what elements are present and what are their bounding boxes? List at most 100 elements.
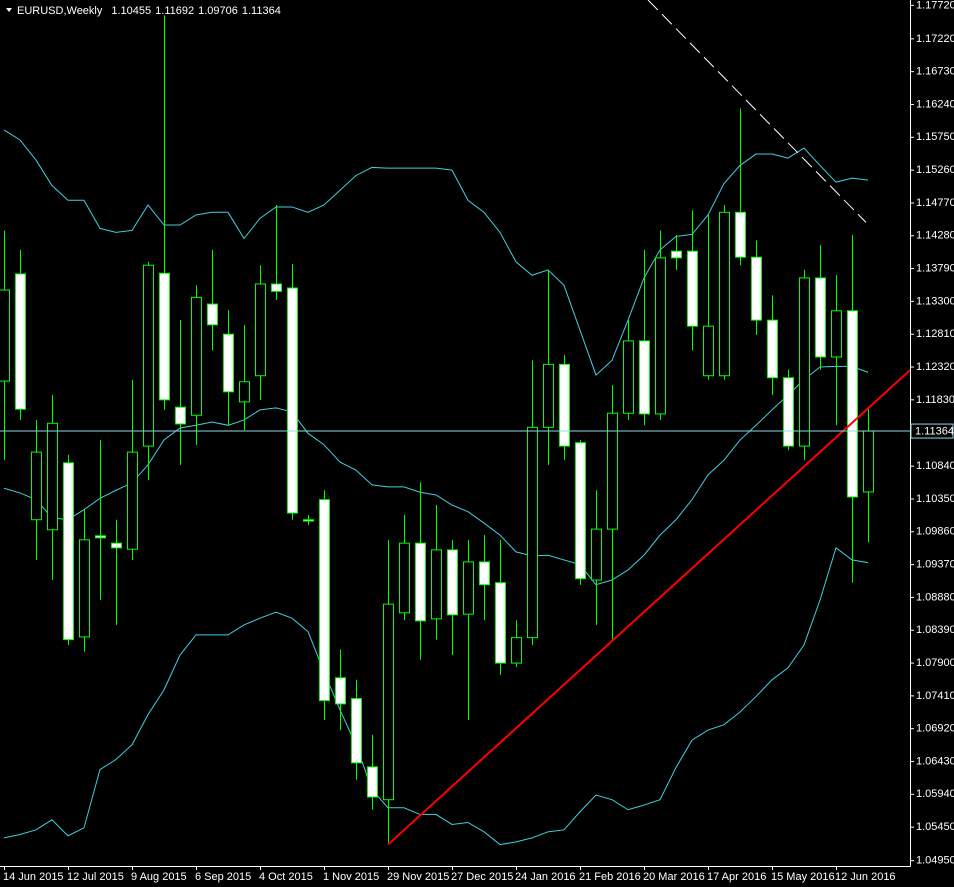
y-tick-label: 1.08390 xyxy=(916,624,954,636)
candle-body xyxy=(527,426,538,639)
candle-body xyxy=(735,211,746,258)
candle-body xyxy=(319,499,330,702)
candle-body xyxy=(159,272,170,401)
candle-body xyxy=(207,303,218,326)
x-tick-label: 12 Jul 2015 xyxy=(67,871,124,883)
price-label-box xyxy=(910,423,954,439)
band-line xyxy=(3,547,869,846)
candle-body xyxy=(607,412,618,530)
candle-body xyxy=(511,637,522,664)
candle-body xyxy=(703,325,714,377)
candle-body xyxy=(799,277,810,447)
y-tick-label: 1.07900 xyxy=(916,657,954,669)
x-tick-label: 29 Nov 2015 xyxy=(387,871,449,883)
y-tick-label: 1.12810 xyxy=(916,328,954,340)
candle-body xyxy=(463,561,474,615)
candle-body xyxy=(287,287,298,514)
y-tick-label: 1.13790 xyxy=(916,262,954,274)
y-tick-label: 1.06920 xyxy=(916,723,954,735)
menu-triangle xyxy=(6,8,12,12)
y-tick-label: 1.17220 xyxy=(916,33,954,45)
title: EURUSD,Weekly xyxy=(17,5,103,17)
candle-body xyxy=(575,442,586,580)
candle-body xyxy=(175,406,186,425)
y-tick-label: 1.11830 xyxy=(916,394,954,406)
plot-area xyxy=(0,0,910,846)
y-tick-label: 1.07410 xyxy=(916,690,954,702)
candle-body xyxy=(63,462,74,641)
candle-body xyxy=(479,561,490,586)
y-tick-label: 1.09370 xyxy=(916,559,954,571)
candle-body xyxy=(751,256,762,321)
y-tick-label: 1.14280 xyxy=(916,230,954,242)
y-tick-label: 1.17720 xyxy=(916,0,954,11)
x-tick-label: 14 Jun 2015 xyxy=(3,871,64,883)
y-tick-label: 1.09860 xyxy=(916,526,954,538)
x-tick-label: 17 Apr 2016 xyxy=(707,871,766,883)
candle-body xyxy=(271,283,282,292)
candle-body xyxy=(223,333,234,393)
band-line xyxy=(3,129,869,376)
candle-body xyxy=(111,542,122,549)
candle-body xyxy=(767,319,778,379)
candle-body xyxy=(127,451,138,550)
candle-body xyxy=(47,422,58,531)
candle-body xyxy=(367,766,378,798)
candle-body xyxy=(831,310,842,358)
candle-body xyxy=(143,264,154,447)
x-tick-label: 27 Dec 2015 xyxy=(451,871,513,883)
y-tick-label: 1.13300 xyxy=(916,295,954,307)
last-low: 1.09706 xyxy=(198,5,238,17)
candle-body xyxy=(543,363,554,428)
candle-body xyxy=(415,542,426,622)
x-tick-label: 24 Jan 2016 xyxy=(515,871,576,883)
y-tick-label: 1.10840 xyxy=(916,460,954,472)
candle-body xyxy=(447,549,458,616)
candle-body xyxy=(31,451,42,521)
candle-body xyxy=(655,257,666,415)
x-tick-label: 6 Sep 2015 xyxy=(195,871,251,883)
y-tick-label: 1.04950 xyxy=(916,855,954,867)
last-open: 1.10455 xyxy=(111,5,151,17)
x-tick-label: 12 Jun 2016 xyxy=(835,871,896,883)
candle-body xyxy=(719,211,730,377)
candle-body xyxy=(399,542,410,614)
y-tick-label: 1.05450 xyxy=(916,821,954,833)
candle-body xyxy=(623,340,634,414)
y-tick-label: 1.12320 xyxy=(916,361,954,373)
y-tick-label: 1.14770 xyxy=(916,197,954,209)
candle-body xyxy=(0,289,10,382)
candle-body xyxy=(95,535,106,539)
y-tick-label: 1.05940 xyxy=(916,788,954,800)
candle-body xyxy=(639,340,650,415)
candle-body xyxy=(255,283,266,377)
header: EURUSD,Weekly 1.10455 1.11692 1.09706 1.1136… xyxy=(6,5,281,17)
candle-body xyxy=(335,677,346,705)
price-label: 1.11364 xyxy=(915,425,954,437)
candle-body xyxy=(79,539,90,638)
y-tick-label: 1.15750 xyxy=(916,131,954,143)
trendline xyxy=(647,0,867,223)
candle-body xyxy=(191,296,202,416)
y-tick-label: 1.06430 xyxy=(916,755,954,767)
y-tick-label: 1.10350 xyxy=(916,493,954,505)
candle-body xyxy=(783,377,794,447)
x-tick-label: 9 Aug 2015 xyxy=(131,871,187,883)
candle-body xyxy=(15,273,26,410)
candle-body xyxy=(847,310,858,498)
y-tick-label: 1.16730 xyxy=(916,66,954,78)
last-high: 1.11692 xyxy=(155,5,194,17)
y-tick-label: 1.15260 xyxy=(916,164,954,176)
candle-body xyxy=(495,582,506,664)
symbol-title: EURUSD,Weekly 1.10455 1.11692 1.09706 1.1136… xyxy=(17,5,281,17)
candle-body xyxy=(591,528,602,581)
candle-body xyxy=(559,363,570,447)
x-tick-label: 15 May 2016 xyxy=(771,871,835,883)
candle-body xyxy=(303,519,314,522)
candle-body xyxy=(671,250,682,259)
x-tick-label: 21 Feb 2016 xyxy=(579,871,641,883)
candle-body xyxy=(383,603,394,801)
candle-body xyxy=(431,549,442,620)
